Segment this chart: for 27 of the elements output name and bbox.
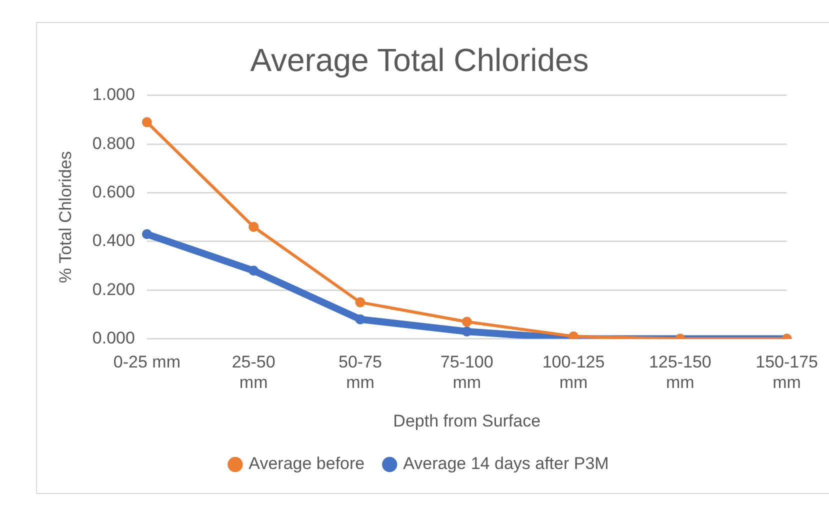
point [142, 117, 152, 128]
point [142, 229, 152, 240]
x-axis-title: Depth from Surface [393, 411, 541, 430]
y-tick-label: 0.600 [92, 182, 135, 202]
y-tick-label: 0.000 [92, 328, 135, 348]
y-tick-label: 0.400 [92, 231, 135, 250]
point [462, 326, 472, 336]
x-tick-label: 125-150 mm [648, 352, 712, 392]
point [462, 316, 472, 327]
y-axis-title: % Total Chlorides [56, 151, 75, 284]
y-tick-label: 1.000 [92, 85, 135, 104]
x-tick-label: 25-50 mm [232, 352, 276, 392]
y-tick-label: 0.200 [92, 280, 135, 299]
x-tick-label: 0-25 mm [113, 352, 180, 372]
x-tick-label: 50-75 mm [338, 352, 382, 392]
chart-title: Average Total Chlorides [250, 42, 589, 78]
point [355, 314, 366, 324]
legend-label: Average 14 days after P3M [403, 454, 609, 474]
y-tick-label: 0.800 [92, 134, 135, 153]
point [568, 331, 579, 339]
x-tick-label: 100-125 mm [542, 352, 605, 392]
point [355, 297, 366, 308]
legend-label: Average before [248, 454, 365, 474]
point [248, 222, 259, 232]
x-tick-label: 150-175 mm [756, 352, 818, 392]
point [248, 266, 259, 276]
x-tick-label: 75-100 mm [440, 352, 494, 392]
